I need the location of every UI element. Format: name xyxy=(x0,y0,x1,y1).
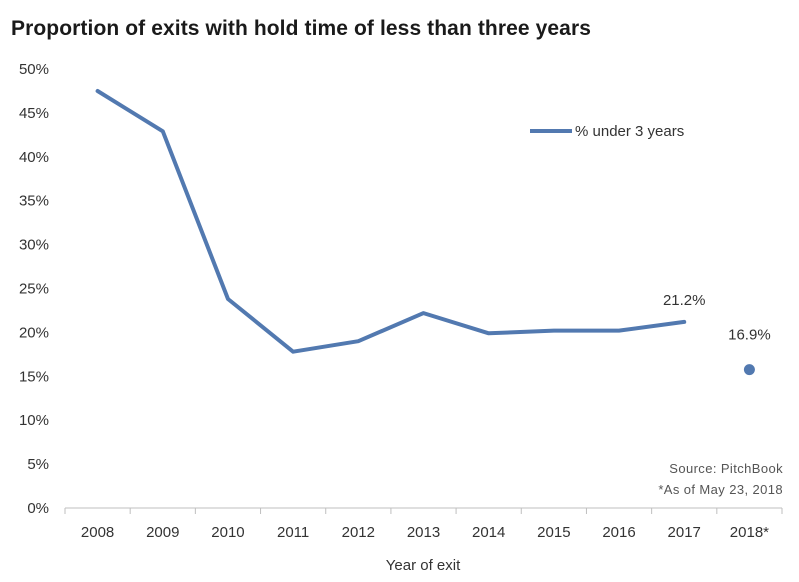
y-tick-label: 25% xyxy=(19,281,49,298)
highlight-point xyxy=(743,364,755,376)
x-tick-label: 2017 xyxy=(668,524,701,541)
y-tick-label: 40% xyxy=(19,149,49,166)
x-tick-label: 2014 xyxy=(472,524,505,541)
x-axis: 2008 2009 2010 2011 2012 2013 2014 2015 2016 2017… xyxy=(64,507,783,541)
x-tick-label: 2010 xyxy=(211,524,244,541)
x-tick-label: 2012 xyxy=(342,524,375,541)
x-tick-label: 2008 xyxy=(81,524,114,541)
y-tick-label: 45% xyxy=(19,105,49,122)
y-tick-label: 10% xyxy=(19,412,49,429)
legend-label: % under 3 years xyxy=(575,123,684,140)
x-tick-label: 2018* xyxy=(730,524,769,541)
x-tick-label: 2011 xyxy=(277,524,309,541)
y-tick-label: 5% xyxy=(27,456,49,473)
y-tick-label: 15% xyxy=(19,368,49,385)
y-tick-label: 20% xyxy=(19,324,49,341)
x-tick-label: 2013 xyxy=(407,524,440,541)
y-tick-label: 50% xyxy=(19,61,49,78)
data-labels: 21.2% 16.9% xyxy=(663,292,771,344)
y-tick-label: 30% xyxy=(19,237,49,254)
y-tick-label: 0% xyxy=(27,500,49,517)
data-label: 21.2% xyxy=(663,292,706,309)
x-tick-label: 2015 xyxy=(537,524,570,541)
x-axis-title: Year of exit xyxy=(386,557,461,574)
y-axis: 0% 5% 10% 15% 20% 25% 30% 35% 40% 45% 50% xyxy=(19,61,49,517)
series-layer xyxy=(95,89,755,376)
legend: % under 3 years xyxy=(530,123,684,140)
as-of-note: *As of May 23, 2018 xyxy=(658,482,783,497)
source-note: Source: PitchBook xyxy=(669,461,783,476)
y-tick-label: 35% xyxy=(19,193,49,210)
x-tick-label: 2009 xyxy=(146,524,179,541)
chart-title: Proportion of exits with hold time of le… xyxy=(11,17,591,40)
data-label: 16.9% xyxy=(728,327,771,344)
x-tick-label: 2016 xyxy=(602,524,635,541)
series-line xyxy=(95,89,687,354)
